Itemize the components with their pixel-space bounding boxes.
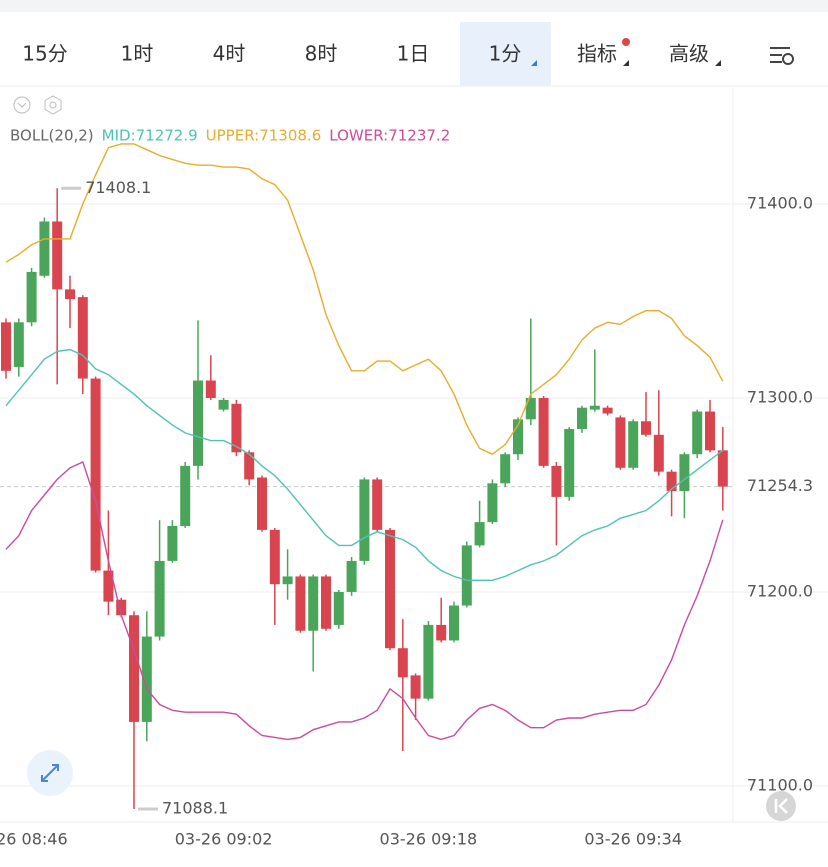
indicator-name: BOLL(20,2): [10, 127, 94, 145]
high-marker-label: 71408.1: [85, 178, 151, 197]
candle-body: [154, 560, 165, 637]
candle-body: [244, 452, 255, 480]
candle-body: [129, 615, 139, 722]
candle-body: [1, 322, 11, 371]
candle-body: [90, 378, 101, 571]
candle-body: [500, 454, 511, 484]
candle-body: [65, 289, 75, 300]
x-tick-label: 03-26 09:02: [175, 830, 273, 849]
plot-area: [0, 143, 828, 811]
candle-body: [52, 221, 63, 290]
candle-body: [410, 675, 421, 699]
active-tab-bg: [460, 22, 551, 86]
tab[interactable]: 1日: [397, 42, 430, 66]
candle-body: [308, 576, 319, 631]
candle-body: [269, 529, 280, 585]
tab[interactable]: 8时: [305, 42, 338, 66]
expand-button[interactable]: [27, 750, 73, 796]
settings-icon[interactable]: [770, 47, 794, 65]
candle-body: [103, 570, 114, 602]
candle-body: [77, 297, 88, 379]
toolbar: [0, 22, 828, 86]
candle-body: [423, 624, 434, 699]
boll-line: [5, 348, 724, 581]
candle-body: [564, 429, 575, 497]
top-strip: [0, 0, 828, 12]
candle-body: [474, 522, 485, 546]
candle-body: [205, 380, 216, 398]
candle-body: [449, 605, 459, 641]
x-tick-label: 03-26 08:46: [0, 830, 68, 849]
y-tick-label: 71100.0: [747, 775, 813, 794]
candle-body: [628, 421, 639, 468]
candle-body: [282, 576, 293, 585]
candle-body: [436, 624, 447, 641]
candle-body: [346, 560, 357, 592]
legend-entry: UPPER:71308.6: [206, 127, 322, 145]
collapse-icon[interactable]: [13, 96, 31, 114]
candle-body: [385, 529, 395, 649]
candle-body: [141, 636, 152, 722]
candle-body: [321, 576, 331, 629]
candle-body: [717, 450, 728, 487]
candle-body: [461, 545, 472, 606]
candle-body: [589, 405, 600, 410]
tab[interactable]: 4时: [213, 42, 246, 66]
candle-body: [295, 576, 306, 631]
x-tick-label: 03-26 09:34: [584, 830, 682, 849]
candle-body: [705, 411, 715, 451]
candle-body: [257, 477, 267, 530]
candle-body: [577, 407, 587, 430]
candle-body: [641, 421, 651, 435]
gear-icon[interactable]: [44, 95, 62, 115]
legend-entry: LOWER:71237.2: [329, 127, 450, 145]
candle-body: [231, 403, 242, 453]
dropdown-caret: [531, 60, 537, 66]
candle-body: [13, 322, 24, 367]
candle-body: [615, 417, 626, 468]
candle-body: [487, 483, 498, 523]
y-tick-label: 71400.0: [747, 193, 813, 212]
candle-body: [167, 525, 178, 561]
candle-body: [538, 397, 549, 466]
y-tick-label: 71200.0: [747, 581, 813, 600]
notice-dot: [622, 38, 630, 46]
candle-body: [653, 434, 664, 472]
candle-body: [602, 407, 613, 414]
boll-line: [5, 461, 724, 741]
tab[interactable]: 高级: [669, 42, 709, 66]
candle-body: [397, 648, 408, 678]
candle-body: [666, 471, 677, 492]
tab-bar: 15分 1时 4时 8时 1日 1分 指标 高级: [22, 22, 721, 86]
scroll-to-latest-button[interactable]: [766, 791, 796, 821]
current-price-label: 71254.3: [747, 476, 813, 495]
tab[interactable]: 1时: [121, 42, 154, 66]
candle-body: [218, 399, 229, 410]
candle-body: [525, 397, 536, 420]
candle-body: [513, 419, 523, 455]
candle-body: [333, 591, 344, 625]
y-tick-label: 71300.0: [747, 387, 813, 406]
low-marker-label: 71088.1: [162, 799, 228, 818]
candle-body: [551, 465, 562, 497]
dropdown-caret: [715, 60, 721, 66]
candle-body: [359, 479, 370, 561]
candle-body: [679, 454, 690, 492]
tab[interactable]: 1分: [489, 42, 522, 66]
boll-line: [5, 143, 724, 456]
candle-body: [193, 380, 203, 466]
candle-body: [39, 221, 50, 276]
tab[interactable]: 指标: [577, 42, 617, 66]
candle-body: [372, 479, 383, 530]
tab[interactable]: 15分: [22, 42, 67, 66]
candle-body: [26, 271, 37, 323]
x-tick-label: 03-26 09:18: [380, 830, 478, 849]
candle-body: [692, 411, 703, 455]
legend-entry: MID:71272.9: [102, 127, 198, 145]
candle-body: [116, 599, 127, 616]
dropdown-caret: [623, 60, 629, 66]
candle-body: [180, 465, 191, 526]
